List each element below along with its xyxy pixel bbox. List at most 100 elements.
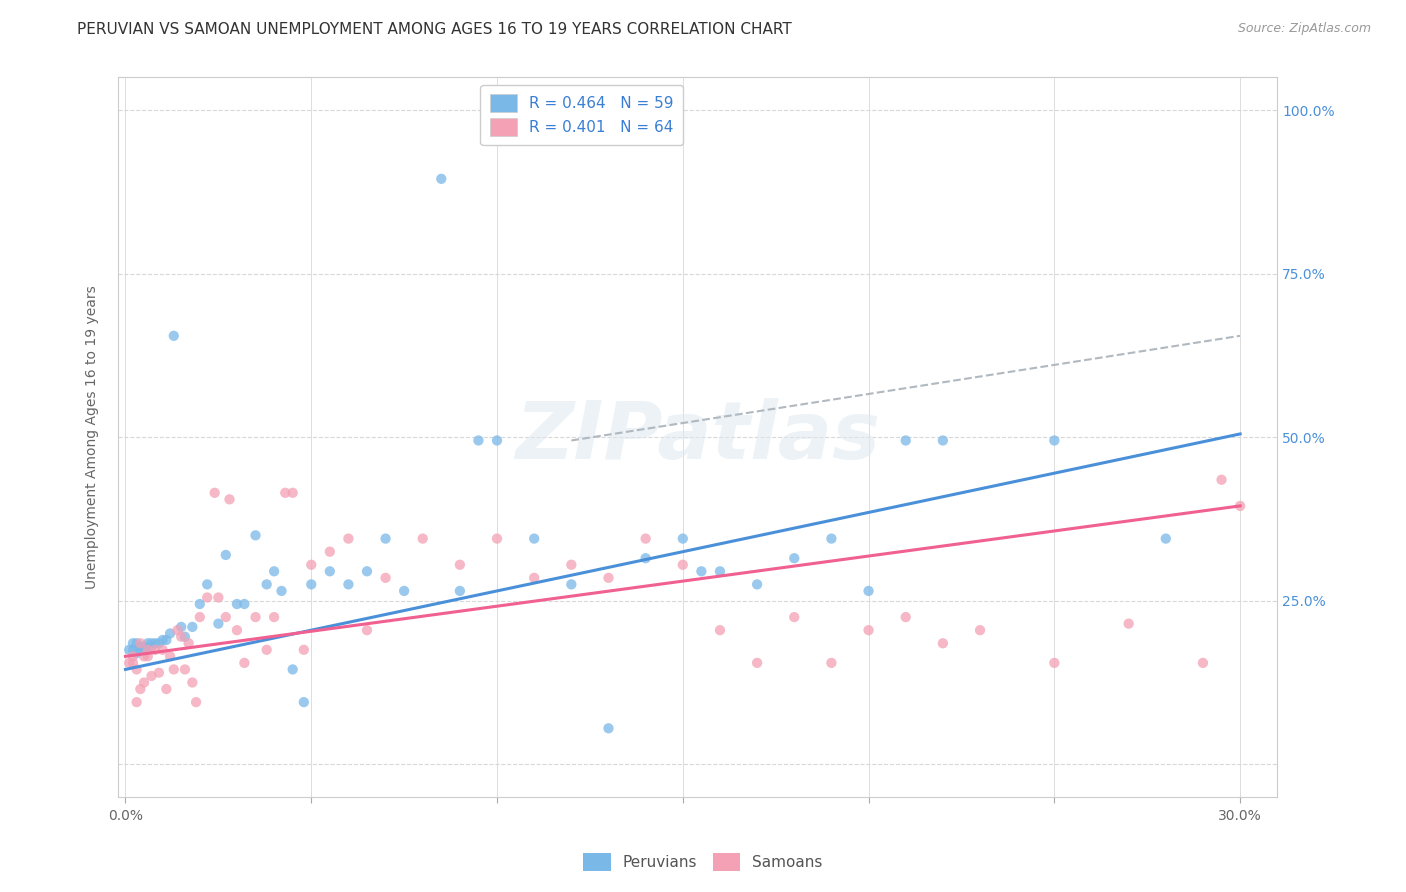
Point (932, 434, 955, 448)
Point (523, 571, 546, 585)
Point (188, 597, 211, 611)
Point (467, 434, 489, 448)
Text: ZIPatlas: ZIPatlas (515, 398, 880, 476)
Point (166, 623, 188, 637)
Legend: R = 0.464   N = 59, R = 0.401   N = 64: R = 0.464 N = 59, R = 0.401 N = 64 (481, 85, 683, 145)
Text: PERUVIAN VS SAMOAN UNEMPLOYMENT AMONG AGES 16 TO 19 YEARS CORRELATION CHART: PERUVIAN VS SAMOAN UNEMPLOYMENT AMONG AG… (77, 22, 792, 37)
Point (148, 636, 170, 650)
Point (245, 610, 267, 624)
Point (122, 649, 145, 664)
Point (820, 656, 842, 670)
Point (672, 532, 695, 546)
Point (155, 681, 177, 696)
Point (129, 640, 152, 654)
Point (709, 623, 731, 637)
Point (299, 577, 322, 591)
Point (136, 642, 159, 657)
Point (281, 662, 304, 676)
Point (141, 636, 163, 650)
Point (136, 636, 159, 650)
Point (256, 642, 278, 657)
Point (356, 564, 378, 578)
Point (143, 642, 166, 657)
Point (215, 548, 238, 562)
Point (181, 675, 204, 690)
Point (233, 656, 256, 670)
Point (233, 597, 256, 611)
Point (256, 577, 278, 591)
Point (745, 577, 768, 591)
Point (634, 551, 657, 566)
Point (207, 616, 229, 631)
Point (174, 662, 197, 676)
Point (560, 558, 582, 572)
Point (356, 623, 378, 637)
Point (598, 721, 620, 735)
Point (125, 646, 148, 660)
Point (858, 623, 880, 637)
Point (170, 620, 193, 634)
Point (894, 434, 917, 448)
Point (177, 636, 200, 650)
Point (132, 675, 155, 690)
Point (163, 662, 186, 676)
Point (1229, 499, 1251, 513)
Point (152, 632, 174, 647)
Point (292, 642, 315, 657)
Point (204, 485, 226, 500)
Point (1154, 532, 1177, 546)
Point (709, 564, 731, 578)
Point (1211, 473, 1233, 487)
Point (188, 610, 211, 624)
Point (218, 492, 240, 507)
Point (523, 532, 546, 546)
Point (392, 583, 415, 598)
Point (274, 485, 297, 500)
Point (148, 665, 170, 680)
Point (858, 583, 880, 598)
Point (634, 532, 657, 546)
Y-axis label: Unemployment Among Ages 16 to 19 years: Unemployment Among Ages 16 to 19 years (86, 285, 100, 589)
Point (195, 577, 218, 591)
Point (132, 649, 155, 664)
Point (820, 532, 842, 546)
Point (125, 636, 148, 650)
Point (125, 662, 148, 676)
Point (122, 636, 145, 650)
Point (932, 636, 955, 650)
Point (1043, 656, 1066, 670)
Point (486, 532, 509, 546)
Point (560, 577, 582, 591)
Point (215, 610, 238, 624)
Point (486, 434, 509, 448)
Point (163, 328, 186, 343)
Point (263, 564, 285, 578)
Point (281, 485, 304, 500)
Point (195, 591, 218, 605)
Point (132, 640, 155, 654)
Point (1118, 616, 1140, 631)
Point (129, 681, 152, 696)
Point (672, 558, 695, 572)
Point (270, 583, 292, 598)
Point (337, 532, 360, 546)
Point (1043, 434, 1066, 448)
Point (129, 642, 152, 657)
Point (226, 597, 249, 611)
Point (299, 558, 322, 572)
Point (1192, 656, 1215, 670)
Point (319, 544, 342, 558)
Point (894, 610, 917, 624)
Point (226, 623, 249, 637)
Point (141, 669, 163, 683)
Point (159, 626, 181, 640)
Legend: Peruvians, Samoans: Peruvians, Samoans (576, 847, 830, 877)
Point (174, 630, 197, 644)
Point (181, 620, 204, 634)
Point (143, 636, 166, 650)
Point (207, 591, 229, 605)
Point (449, 583, 471, 598)
Point (159, 649, 181, 664)
Point (337, 577, 360, 591)
Point (155, 632, 177, 647)
